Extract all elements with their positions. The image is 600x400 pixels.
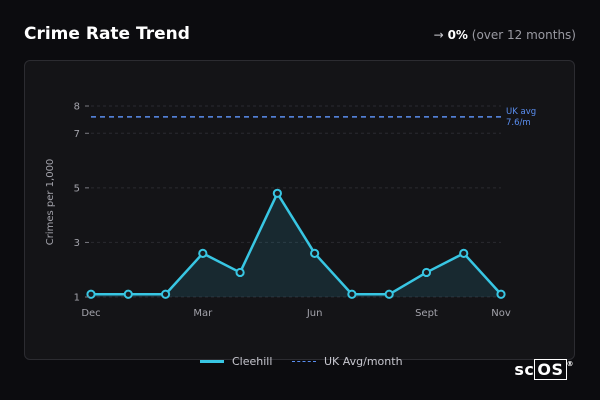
- uk-avg-value-label: 7.6/m: [506, 118, 531, 128]
- legend-swatch-uk-avg: [292, 361, 316, 362]
- x-tick-label: Sept: [415, 308, 438, 319]
- data-point-feb[interactable]: [160, 289, 171, 299]
- series-area: [91, 193, 501, 297]
- y-tick-label: 3: [74, 238, 80, 249]
- data-point-jun[interactable]: [310, 248, 320, 258]
- x-tick-label: Jun: [306, 308, 323, 319]
- data-point-jan[interactable]: [123, 289, 133, 299]
- x-tick-label: Nov: [491, 308, 511, 319]
- y-tick-label: 1: [74, 293, 80, 304]
- data-point-dec[interactable]: [86, 289, 96, 299]
- data-point-mar[interactable]: [198, 248, 208, 258]
- y-axis-title: Crimes per 1,000: [45, 159, 56, 246]
- x-tick-label: Mar: [193, 308, 213, 319]
- uk-avg-label: UK avg: [506, 107, 536, 117]
- data-point-jul[interactable]: [347, 289, 357, 299]
- y-tick-label: 5: [74, 183, 80, 194]
- data-point-apr[interactable]: [235, 267, 245, 278]
- chart-card: [24, 60, 575, 360]
- trend-value: 0%: [447, 28, 468, 42]
- x-tick-label: Dec: [81, 308, 100, 319]
- y-tick-label: 7: [74, 129, 80, 140]
- legend-swatch-series: [200, 360, 224, 363]
- trend-period: (over 12 months): [471, 28, 576, 42]
- page-title: Crime Rate Trend: [24, 24, 190, 44]
- chart-legend: Cleehill UK Avg/month: [0, 355, 600, 369]
- series-line: [91, 192, 502, 296]
- legend-label-series: Cleehill: [232, 355, 273, 368]
- data-point-oct[interactable]: [459, 248, 469, 258]
- trend-indicator: → 0% (over 12 months): [434, 28, 576, 42]
- legend-label-uk-avg: UK Avg/month: [324, 355, 403, 368]
- data-point-nov[interactable]: [496, 289, 506, 299]
- data-point-aug[interactable]: [384, 289, 394, 299]
- chart-header: Crime Rate Trend → 0% (over 12 months): [24, 24, 576, 50]
- trend-arrow-icon: →: [433, 28, 444, 42]
- data-point-may[interactable]: [272, 188, 282, 198]
- scos-logo: sc OS ®: [514, 359, 574, 380]
- data-point-sept[interactable]: [421, 267, 432, 278]
- y-tick-label: 8: [74, 102, 80, 113]
